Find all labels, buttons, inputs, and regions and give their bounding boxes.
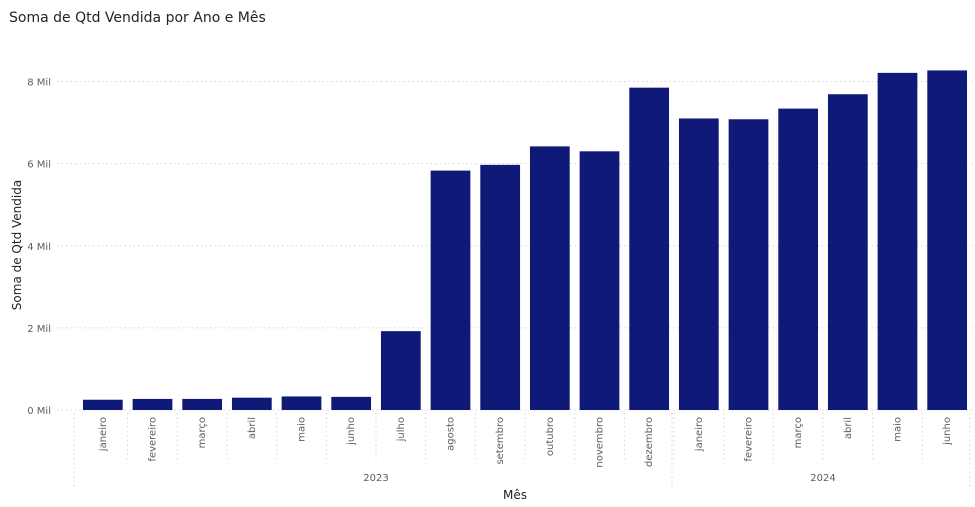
bar[interactable] (579, 151, 620, 410)
bar[interactable] (281, 396, 322, 410)
x-group-label: 2023 (363, 473, 388, 484)
bars (82, 70, 968, 411)
y-tick-label: 8 Mil (27, 78, 51, 89)
x-tick-label: agosto (446, 417, 457, 451)
x-tick-label: março (793, 417, 804, 448)
bar[interactable] (877, 72, 918, 410)
x-tick-label: junho (942, 417, 953, 446)
x-tick-label: novembro (595, 417, 606, 468)
bar[interactable] (430, 170, 471, 410)
x-tick-label: abril (843, 417, 854, 439)
x-tick-label: fevereiro (744, 417, 755, 462)
x-tick-label: fevereiro (148, 417, 159, 462)
bar[interactable] (629, 87, 670, 411)
y-tick-label: 2 Mil (27, 324, 51, 335)
y-tick-label: 6 Mil (27, 160, 51, 171)
x-tick-label: maio (893, 417, 904, 442)
x-tick-label: janeiro (694, 417, 705, 452)
bar[interactable] (231, 397, 272, 410)
bar[interactable] (380, 331, 421, 410)
x-tick-label: março (197, 417, 208, 448)
bar[interactable] (827, 94, 868, 411)
chart-title: Soma de Qtd Vendida por Ano e Mês (9, 10, 266, 26)
x-tick-label: maio (297, 417, 308, 442)
bar[interactable] (529, 146, 570, 410)
x-tick-label: dezembro (644, 417, 655, 467)
bar[interactable] (132, 398, 173, 410)
bar[interactable] (678, 118, 719, 411)
x-tick-label: janeiro (98, 417, 109, 452)
x-tick-label: julho (396, 417, 407, 442)
x-axis-ticks: janeiro fevereiro março abril maio junho julho… (98, 413, 953, 468)
y-tick-label: 0 Mil (27, 406, 51, 417)
bar[interactable] (728, 119, 769, 410)
x-axis-groups: 2023 2024 (73, 413, 971, 488)
bar[interactable] (182, 398, 223, 410)
y-tick-label: 4 Mil (27, 242, 51, 253)
y-axis-ticks: 0 Mil 2 Mil 4 Mil 6 Mil 8 Mil (27, 78, 51, 418)
bar[interactable] (331, 396, 372, 410)
x-tick-label: junho (346, 417, 357, 446)
bar[interactable] (480, 164, 521, 410)
bar[interactable] (778, 108, 819, 410)
x-tick-label: outubro (545, 417, 556, 456)
x-tick-label: abril (247, 417, 258, 439)
x-axis-title: Mês (503, 488, 527, 502)
x-group-label: 2024 (810, 473, 835, 484)
bar[interactable] (927, 70, 968, 411)
y-axis-title: Soma de Qtd Vendida (10, 180, 24, 310)
x-tick-label: setembro (495, 417, 506, 465)
bar[interactable] (82, 399, 123, 410)
